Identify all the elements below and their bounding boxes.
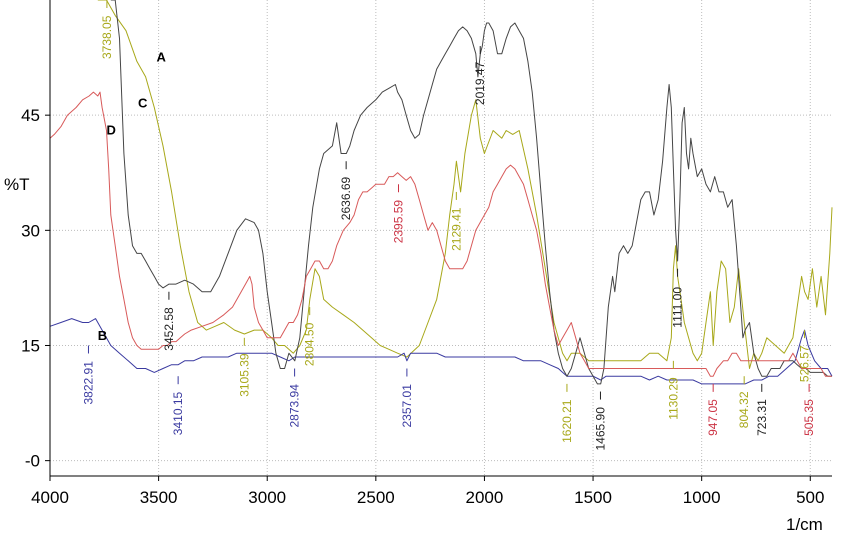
curve-label-A: A	[156, 49, 166, 64]
x-tick-label: 4000	[31, 488, 69, 507]
y-tick-label: 30	[21, 221, 40, 240]
peak-label: 2804.50	[303, 322, 317, 366]
curve-label-C: C	[138, 95, 148, 110]
x-tick-label: 3000	[248, 488, 286, 507]
peak-label: 3105.39	[237, 353, 251, 397]
peak-label: 1620.21	[560, 399, 574, 443]
peak-annotations: 3738.05 3822.91 3452.58 3410.15 3105.39 2873.…	[82, 0, 816, 451]
peak-label: 3410.15	[171, 391, 185, 435]
peak-label: 2636.69	[339, 176, 353, 220]
peak-label: 3738.05	[100, 15, 114, 59]
series-line-C	[110, 0, 832, 385]
peak-label: 2129.41	[449, 207, 463, 251]
peak-label: 3822.91	[82, 361, 96, 405]
peak-label: 947.05	[706, 399, 720, 436]
y-tick-labels: 45 30 15 -0	[21, 106, 50, 471]
y-tick-label: 45	[21, 106, 40, 125]
y-tick-label: 15	[21, 336, 40, 355]
peak-label: 526.57	[798, 345, 812, 382]
peak-label: 1465.90	[594, 407, 608, 451]
peak-label: 3452.58	[162, 307, 176, 351]
x-axis-label: 1/cm	[786, 515, 823, 534]
peak-label: 2395.59	[392, 200, 406, 244]
series-line-B	[49, 318, 833, 385]
x-tick-label: 500	[796, 488, 824, 507]
peak-label: 804.32	[737, 391, 751, 428]
series-line-A	[97, 0, 833, 369]
y-tick-label: -0	[25, 452, 40, 471]
peak-label: 2357.01	[400, 384, 414, 428]
series-line-D	[49, 91, 832, 377]
peak-label: 2873.94	[288, 384, 302, 428]
curve-label-D: D	[106, 122, 115, 137]
x-tick-label: 3500	[140, 488, 178, 507]
peak-label: 505.35	[802, 399, 816, 436]
peak-label: 1111.00	[671, 287, 685, 328]
peak-label: 723.31	[755, 399, 769, 436]
peak-label: 2019.47	[473, 61, 487, 105]
x-tick-label: 1000	[683, 488, 721, 507]
y-axis-label: %T	[4, 175, 30, 194]
x-tick-label: 1500	[574, 488, 612, 507]
peak-label: 1130.29	[666, 377, 680, 420]
x-tick-label: 2000	[466, 488, 504, 507]
curve-labels: A B C D	[98, 49, 167, 343]
curve-label-B: B	[98, 328, 107, 343]
x-tick-label: 2500	[357, 488, 395, 507]
spectra	[49, 0, 833, 385]
x-tick-labels: 4000 3500 3000 2500 2000 1500 1000 500	[31, 476, 824, 507]
